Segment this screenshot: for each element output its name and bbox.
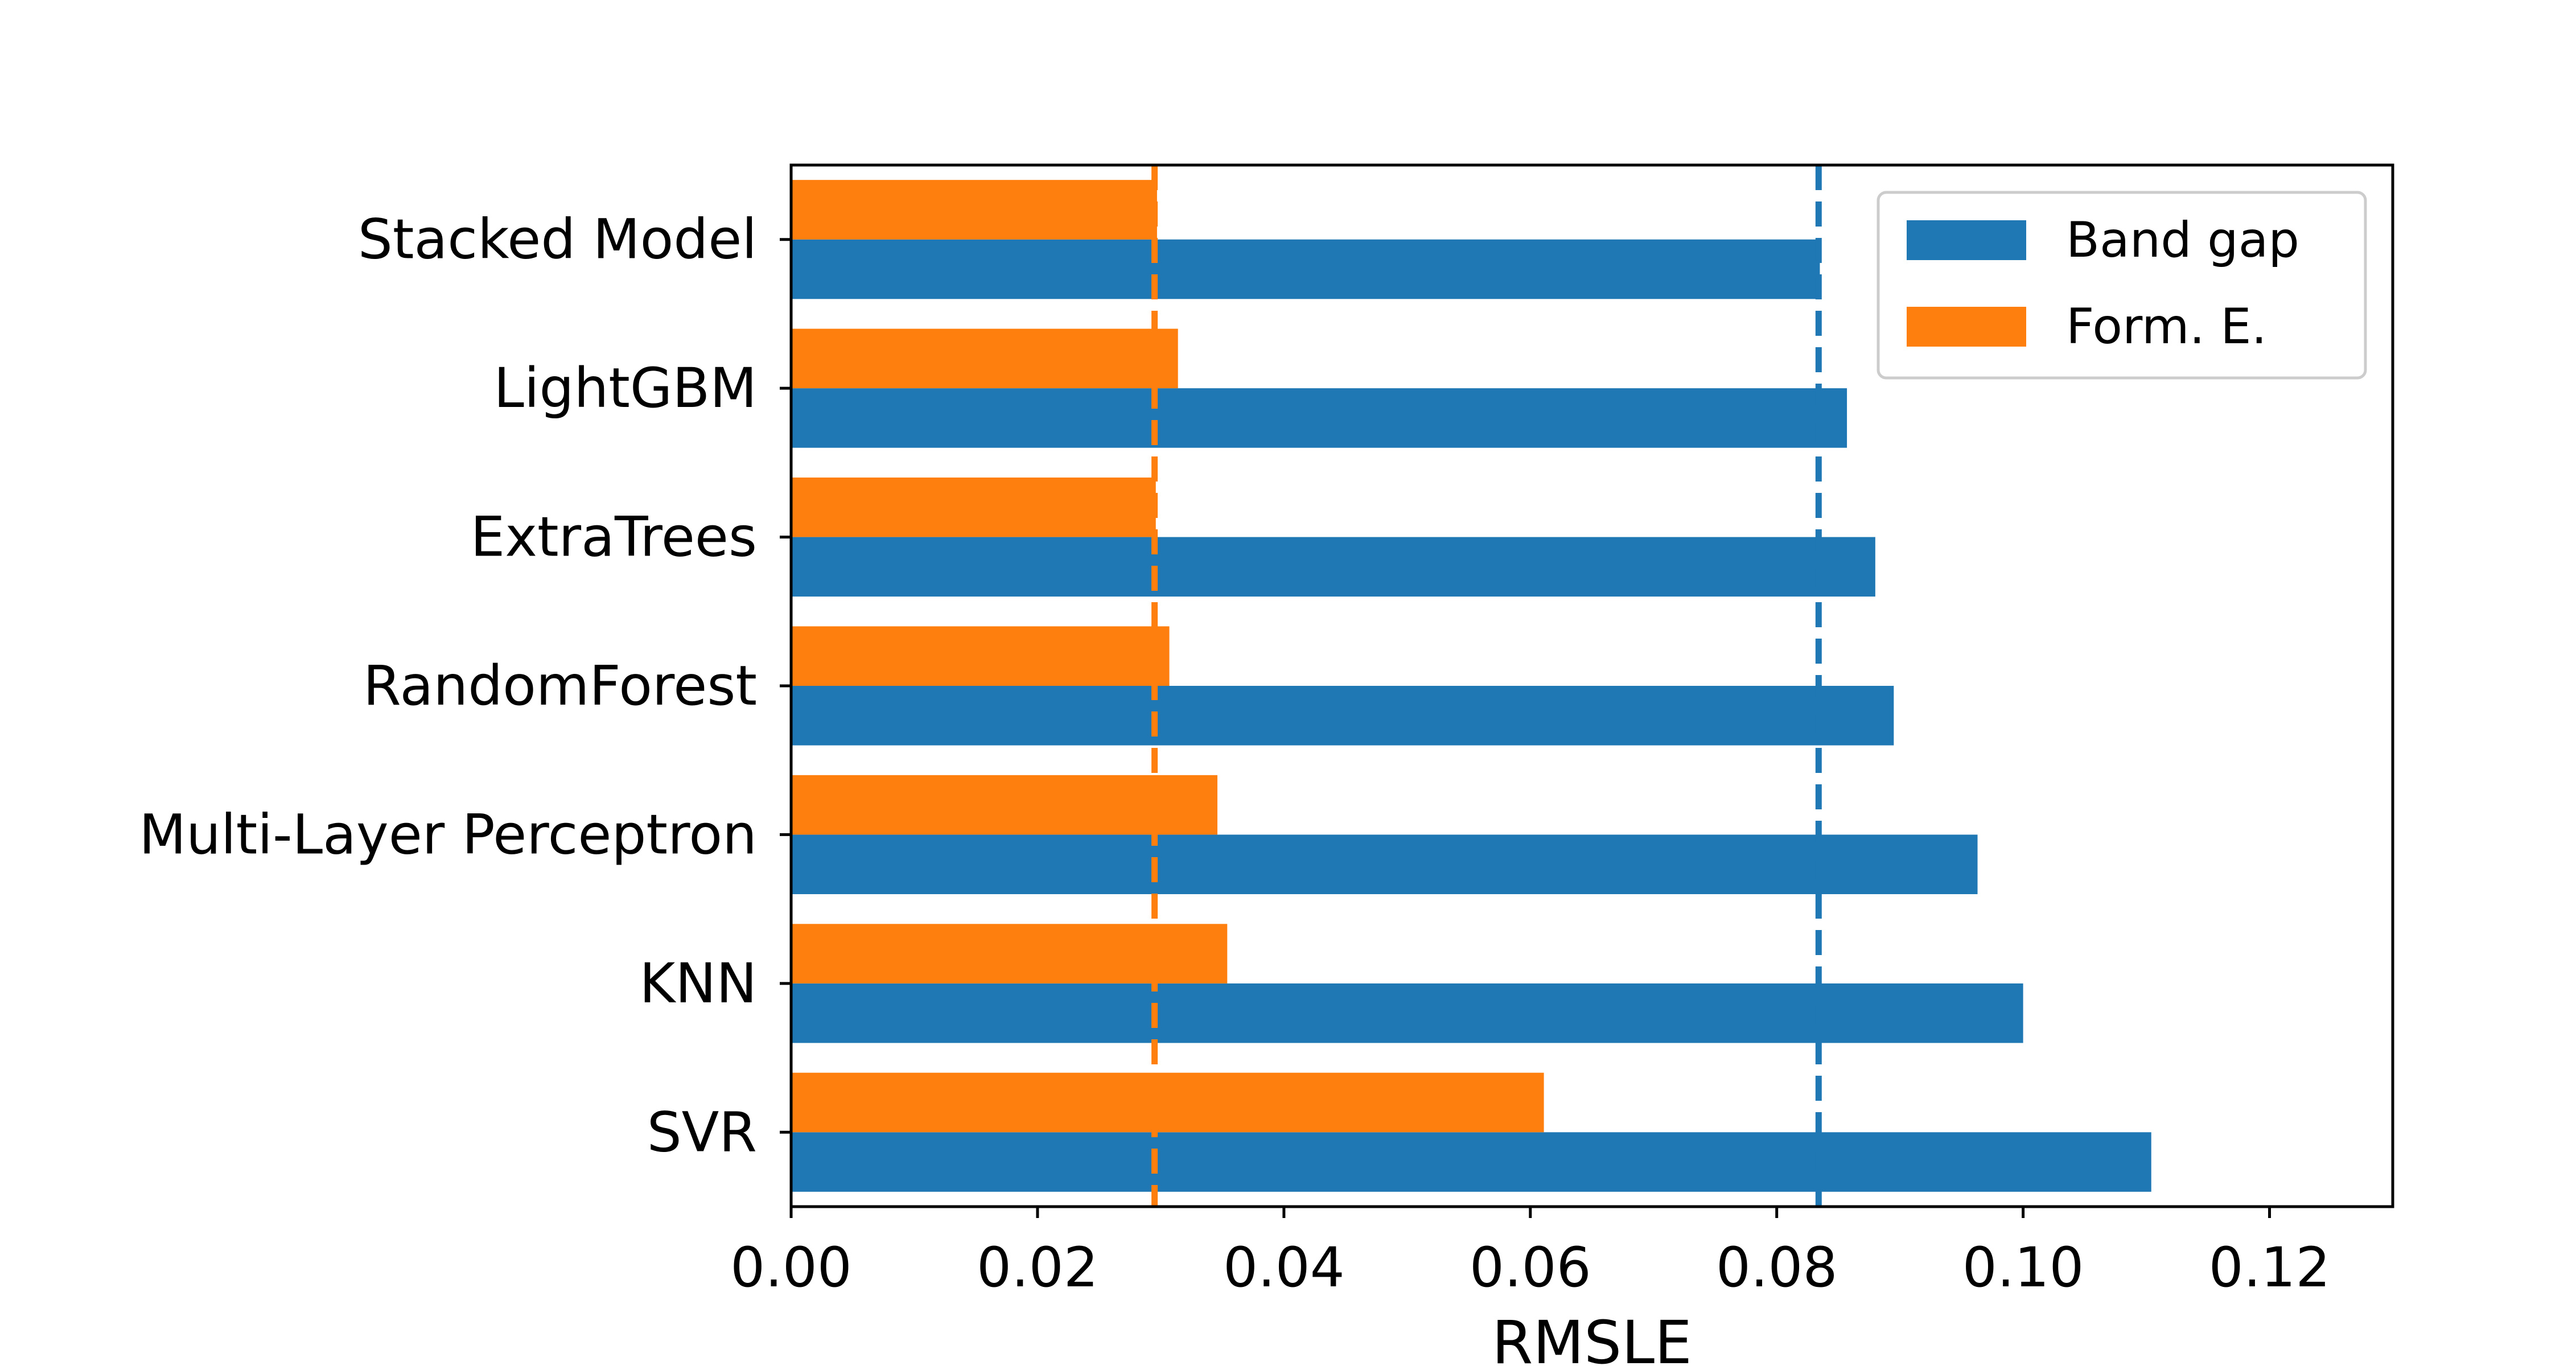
y-tick-label: KNN: [639, 952, 757, 1015]
x-axis: 0.00 0.02 0.04 0.06 0.08 0.10 0.12: [730, 1207, 2330, 1299]
y-tick-label: SVR: [647, 1100, 757, 1164]
x-tick-label: 0.08: [1716, 1236, 1838, 1299]
y-tick-label: RandomForest: [363, 654, 757, 718]
bar-form-e-0: [791, 180, 1157, 240]
x-tick-label: 0.02: [977, 1236, 1098, 1299]
x-tick-label: 0.10: [1962, 1236, 2084, 1299]
y-tick-label: Multi-Layer Perceptron: [139, 803, 757, 866]
bar-form-e-2: [791, 478, 1156, 537]
x-tick-label: 0.00: [730, 1236, 852, 1299]
legend-swatch: [1907, 307, 2026, 347]
bar-band-gap-3: [791, 686, 1894, 746]
x-tick-label: 0.04: [1223, 1236, 1345, 1299]
y-tick-label: LightGBM: [493, 356, 757, 420]
reference-lines-layer: [1151, 165, 1822, 1207]
bar-form-e-5: [791, 924, 1228, 984]
bar-form-e-3: [791, 626, 1170, 686]
bar-form-e-6: [791, 1072, 1544, 1133]
x-axis-label: RMSLE: [1492, 1308, 1692, 1366]
bar-band-gap-6: [791, 1132, 2151, 1192]
legend-label: Form. E.: [2066, 298, 2267, 355]
bar-band-gap-0: [791, 239, 1820, 299]
bar-band-gap-2: [791, 537, 1875, 597]
legend: Band gap Form. E.: [1877, 191, 2367, 380]
y-tick-label: Stacked Model: [358, 208, 757, 271]
x-tick-label: 0.12: [2209, 1236, 2331, 1299]
legend-label: Band gap: [2066, 212, 2299, 269]
x-tick-label: 0.06: [1470, 1236, 1591, 1299]
bar-band-gap-1: [791, 388, 1847, 448]
bar-form-e-4: [791, 775, 1217, 835]
bar-band-gap-4: [791, 834, 1978, 894]
y-axis: Stacked Model LightGBM ExtraTrees RandomFor…: [139, 208, 791, 1164]
y-tick-label: ExtraTrees: [471, 505, 757, 569]
bar-form-e-1: [791, 328, 1178, 389]
bar-band-gap-5: [791, 983, 2023, 1043]
legend-swatch: [1907, 220, 2026, 260]
